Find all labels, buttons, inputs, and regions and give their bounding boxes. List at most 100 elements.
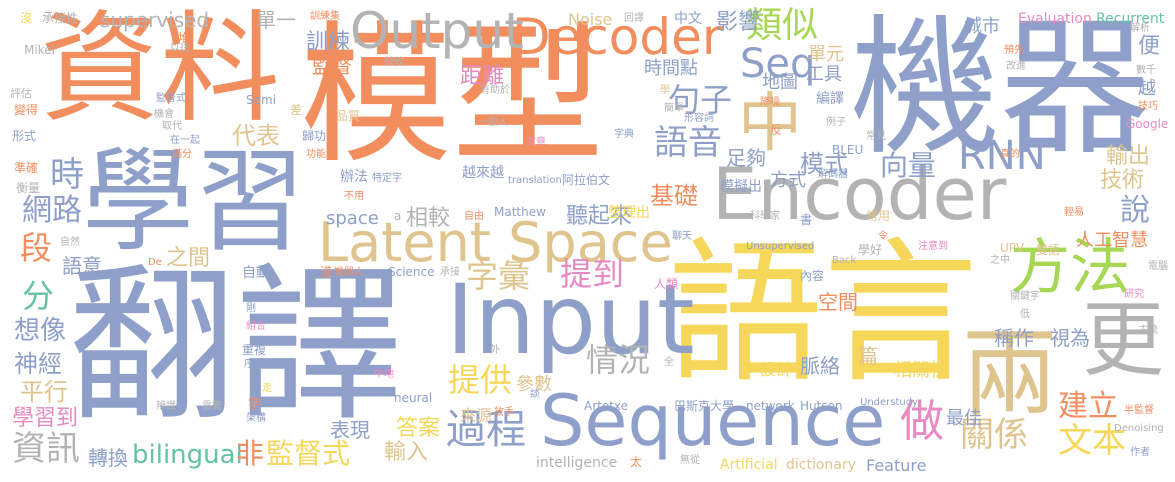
word-shuangyu: 雙語 bbox=[1036, 243, 1061, 257]
word-ditu: 地圖 bbox=[762, 72, 798, 93]
word-network: network bbox=[746, 399, 795, 413]
word-ling: 令 bbox=[878, 231, 888, 242]
word-rengongzhihui: 人工智慧 bbox=[1076, 230, 1148, 251]
word-tingqilai: 聽起來 bbox=[566, 204, 633, 229]
word-danyi: 單一 bbox=[256, 8, 296, 32]
word-ziliao: 資料 bbox=[40, 0, 280, 139]
word-xulie: 序列 bbox=[244, 359, 264, 370]
word-changyong: 常用 bbox=[866, 209, 891, 223]
word-xiangguanxing: 相關性 bbox=[894, 360, 948, 381]
word-mei: 沒 bbox=[20, 11, 33, 25]
word-chengshi: 城市 bbox=[964, 16, 1000, 37]
word-recurrent: Recurrent bbox=[1096, 11, 1165, 27]
word-bianyi: 編譯 bbox=[816, 91, 844, 107]
word-xiangjiao: 相較 bbox=[406, 206, 451, 231]
word-output: Output bbox=[350, 2, 524, 60]
word-hengliang: 衡量 bbox=[16, 181, 41, 195]
word-zhongwen: 中文 bbox=[674, 11, 702, 27]
word-jichu: 基礎 bbox=[650, 182, 698, 210]
word-ziran: 自然 bbox=[60, 237, 80, 248]
word-semi: Semi bbox=[246, 93, 277, 107]
word-science: Science bbox=[388, 265, 435, 279]
word-lizi: 例子 bbox=[826, 117, 846, 128]
word-zuo: 做 bbox=[900, 396, 944, 447]
word-diannao: 電腦 bbox=[1148, 261, 1168, 272]
word-wanglu: 網路 bbox=[22, 193, 82, 228]
word-juli: 距離 bbox=[460, 64, 505, 89]
word-bianshi: 辨識 bbox=[156, 401, 176, 412]
word-yanjiu: 研究 bbox=[1124, 289, 1144, 300]
word-fan: 反 bbox=[770, 123, 783, 137]
word-fei: 非 bbox=[236, 437, 265, 470]
word-leisi: 類似 bbox=[746, 5, 819, 46]
word-yingxiang: 影響 bbox=[716, 10, 761, 35]
word-xuehao: 學好 bbox=[858, 243, 883, 257]
word-tan: 談 bbox=[530, 389, 540, 400]
word-xunlianji: 訓練集 bbox=[310, 11, 340, 22]
word-yiwang: 以往 bbox=[170, 43, 190, 54]
word-shijiandian: 時間點 bbox=[644, 58, 698, 79]
word-zidian: 字典 bbox=[614, 129, 634, 140]
word-xunlian: 訓練 bbox=[306, 30, 351, 55]
word-yuyi: 語意 bbox=[62, 254, 102, 278]
word-jiagou: 架構 bbox=[246, 413, 266, 424]
word-chengjie: 承接 bbox=[440, 267, 460, 278]
word-banjiandu: 半監督 bbox=[1124, 405, 1154, 416]
word-zuijia: 最佳 bbox=[946, 408, 982, 429]
word-xue: 學 bbox=[660, 85, 670, 96]
word-understudy: Understudy bbox=[860, 397, 919, 408]
word-dictionary: dictionary bbox=[786, 457, 856, 473]
word-pinggu: 評估 bbox=[10, 87, 32, 100]
word-zi: 字 bbox=[248, 397, 262, 413]
word-space: space bbox=[326, 208, 379, 229]
word-zihui: 字彙 bbox=[466, 257, 531, 295]
word-gongneng: 功能 bbox=[306, 149, 326, 160]
word-youzhuyu: 有助於 bbox=[480, 85, 510, 96]
word-encoder: Encoder bbox=[712, 152, 1007, 236]
word-yuelaiyue: 越來越 bbox=[462, 165, 504, 181]
word-fangshou: 放手 bbox=[494, 407, 514, 418]
word-geng: 更 bbox=[1082, 293, 1165, 388]
word-shu: 書 bbox=[800, 213, 813, 227]
word-jiexi: 解析 bbox=[1130, 23, 1150, 34]
word-kexuejia: 科學家 bbox=[750, 211, 780, 222]
word-xiangliang: 向量 bbox=[880, 149, 937, 182]
word-dui: 堆 bbox=[178, 31, 191, 45]
word-qingyi: 輕易 bbox=[1064, 207, 1084, 218]
word-xiangxiang: 想像 bbox=[14, 316, 67, 346]
word-pinzhi: 品質 bbox=[336, 109, 361, 123]
word-jiemaqi: 解碼器 bbox=[818, 169, 848, 180]
word-quan: 全 bbox=[664, 357, 674, 368]
word-guanxi: 關係 bbox=[960, 415, 1028, 455]
word-intelligence: intelligence bbox=[536, 455, 618, 471]
word-shenjing: 神經 bbox=[14, 350, 62, 378]
word-rnn: RNN bbox=[958, 133, 1046, 179]
word-gaijin: 改進 bbox=[1006, 61, 1026, 72]
word-zhenglichu: 整理出 bbox=[608, 205, 650, 221]
word-jishu: 技術 bbox=[1100, 168, 1145, 193]
word-feature: Feature bbox=[866, 456, 927, 475]
word-biande: 變得 bbox=[14, 103, 39, 117]
word-latent-space: Latent Space bbox=[318, 211, 673, 274]
word-fangshi: 方式 bbox=[770, 170, 806, 191]
word-yue: 越 bbox=[1138, 78, 1156, 99]
word-neural: neural bbox=[394, 391, 433, 405]
word-wenzhang: 文章 bbox=[526, 137, 546, 148]
word-zhongdi: 中地 bbox=[374, 369, 394, 380]
word-neirong: 內容 bbox=[800, 269, 825, 283]
word-chongfu: 重複 bbox=[242, 343, 267, 357]
word-wenben: 文本 bbox=[1058, 421, 1126, 461]
word-bilingual: bilingual bbox=[132, 440, 243, 470]
word-shuqian: 數千 bbox=[1136, 65, 1156, 76]
word-xuexi: 學習 bbox=[82, 137, 306, 267]
word-decoder: Decoder bbox=[512, 8, 723, 66]
word-moxing: 模型 bbox=[300, 7, 604, 184]
word-tai: 太 bbox=[630, 455, 643, 469]
word-guanjianzi: 關鍵字 bbox=[1010, 291, 1040, 302]
word-fen: 分 bbox=[22, 277, 55, 315]
word-upv: UPV bbox=[1000, 241, 1025, 255]
word-artificial: Artificial bbox=[720, 457, 778, 473]
word-juzi: 句子 bbox=[668, 81, 733, 119]
word-noise: Noise bbox=[568, 10, 613, 29]
